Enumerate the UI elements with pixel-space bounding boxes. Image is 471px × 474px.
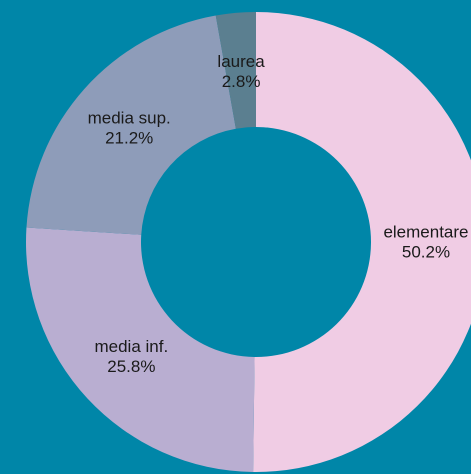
slice-label: media sup. bbox=[88, 108, 171, 127]
value-label: 50.2% bbox=[402, 243, 450, 262]
donut-slice bbox=[215, 12, 256, 129]
slice-label: elementare bbox=[383, 223, 468, 242]
value-label: 21.2% bbox=[105, 128, 153, 147]
slice-label: media inf. bbox=[94, 337, 168, 356]
value-label: 25.8% bbox=[107, 357, 155, 376]
value-label: 2.8% bbox=[222, 72, 261, 91]
slice-label: laurea bbox=[217, 52, 265, 71]
donut-slice bbox=[25, 227, 255, 472]
donut-slice bbox=[26, 15, 236, 235]
donut-slice bbox=[253, 12, 471, 472]
